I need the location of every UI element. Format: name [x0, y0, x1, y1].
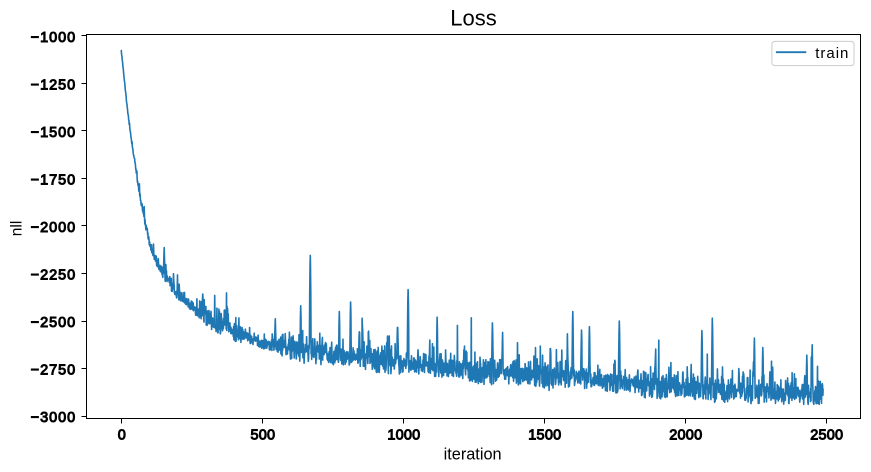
- svg-text:2000: 2000: [669, 428, 702, 444]
- svg-text:1000: 1000: [387, 428, 420, 444]
- svg-text:−2750: −2750: [31, 363, 76, 379]
- svg-text:−1250: −1250: [31, 77, 76, 93]
- svg-text:−2500: −2500: [31, 315, 76, 331]
- svg-text:−3000: −3000: [31, 410, 76, 426]
- svg-text:iteration: iteration: [444, 446, 502, 464]
- svg-text:−1500: −1500: [31, 125, 76, 141]
- svg-text:500: 500: [250, 428, 275, 444]
- svg-text:Loss: Loss: [450, 6, 496, 31]
- svg-text:train: train: [815, 45, 849, 62]
- svg-text:−2000: −2000: [31, 220, 76, 236]
- svg-text:−1750: −1750: [31, 172, 76, 188]
- svg-text:nll: nll: [8, 221, 25, 237]
- svg-text:−2250: −2250: [31, 268, 76, 284]
- svg-text:1500: 1500: [528, 428, 561, 444]
- svg-text:2500: 2500: [810, 428, 843, 444]
- svg-text:−1000: −1000: [31, 30, 76, 46]
- svg-text:0: 0: [118, 428, 126, 444]
